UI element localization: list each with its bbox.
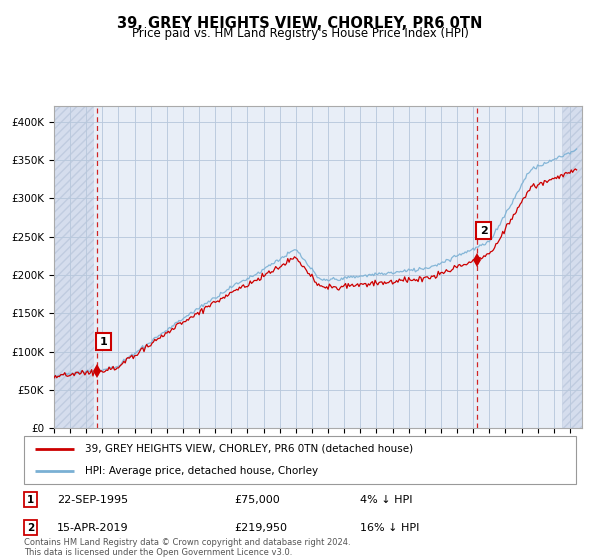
Text: Contains HM Land Registry data © Crown copyright and database right 2024.
This d: Contains HM Land Registry data © Crown c…	[24, 538, 350, 557]
Text: £75,000: £75,000	[234, 494, 280, 505]
Text: 16% ↓ HPI: 16% ↓ HPI	[360, 522, 419, 533]
Text: HPI: Average price, detached house, Chorley: HPI: Average price, detached house, Chor…	[85, 466, 318, 476]
Text: 15-APR-2019: 15-APR-2019	[57, 522, 128, 533]
Text: 22-SEP-1995: 22-SEP-1995	[57, 494, 128, 505]
Text: £219,950: £219,950	[234, 522, 287, 533]
Text: 1: 1	[100, 337, 107, 347]
Text: Price paid vs. HM Land Registry's House Price Index (HPI): Price paid vs. HM Land Registry's House …	[131, 27, 469, 40]
Text: 39, GREY HEIGHTS VIEW, CHORLEY, PR6 0TN (detached house): 39, GREY HEIGHTS VIEW, CHORLEY, PR6 0TN …	[85, 444, 413, 454]
FancyBboxPatch shape	[24, 436, 576, 484]
Text: 2: 2	[480, 226, 488, 236]
Text: 4% ↓ HPI: 4% ↓ HPI	[360, 494, 413, 505]
Text: 39, GREY HEIGHTS VIEW, CHORLEY, PR6 0TN: 39, GREY HEIGHTS VIEW, CHORLEY, PR6 0TN	[118, 16, 482, 31]
Text: 2: 2	[27, 522, 34, 533]
Text: 1: 1	[27, 494, 34, 505]
